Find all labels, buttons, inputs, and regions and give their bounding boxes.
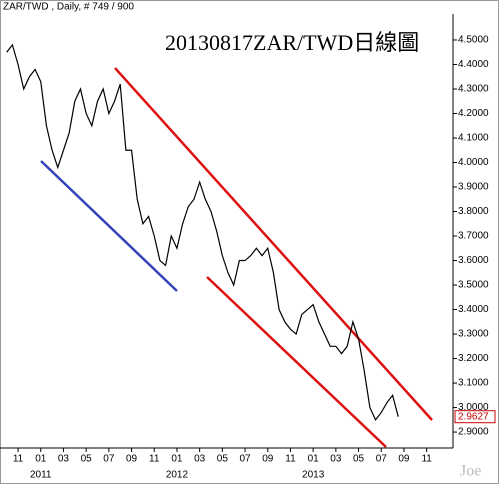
x-tick-label: 09 (126, 454, 138, 465)
x-tick-label: 11 (149, 454, 160, 465)
x-tick-label: 05 (217, 454, 229, 465)
y-tick-label: 3.9000 (458, 182, 489, 193)
y-tick-label: 3.4000 (458, 304, 489, 315)
y-tick-label: 3.0000 (458, 402, 489, 413)
y-tick-label: 3.5000 (458, 280, 489, 291)
x-tick-label: 05 (353, 454, 365, 465)
x-tick-label: 11 (285, 454, 296, 465)
year-label: 2013 (302, 470, 325, 481)
price-line (6, 43, 399, 421)
x-tick-label: 01 (308, 454, 320, 465)
x-tick-label: 09 (262, 454, 274, 465)
annotation: 20130817ZAR/TWD日線圖 (165, 30, 419, 55)
last-value-box (454, 410, 496, 424)
y-tick-label: 4.3000 (458, 84, 489, 95)
y-tick-label: 3.8000 (458, 206, 489, 217)
x-tick-label: 07 (376, 454, 388, 465)
y-tick-label: 3.1000 (458, 378, 489, 389)
trend-line-blue (40, 160, 178, 292)
y-tick-label: 4.1000 (458, 133, 489, 144)
x-tick-label: 07 (103, 454, 115, 465)
trend-line-lower (206, 276, 387, 448)
watermark: Joe (460, 463, 481, 480)
x-tick-label: 11 (421, 454, 432, 465)
year-label: 2012 (166, 470, 189, 481)
x-tick-label: 09 (398, 454, 410, 465)
trend-line-upper (114, 67, 433, 421)
x-tick-label: 07 (239, 454, 251, 465)
x-tick-label: 05 (81, 454, 93, 465)
year-label: 2011 (30, 470, 52, 481)
x-tick-label: 03 (330, 454, 342, 465)
y-tick-label: 3.2000 (458, 353, 489, 364)
chart-title: ZAR/TWD , Daily, # 749 / 900 (3, 2, 134, 13)
y-tick-label: 4.4000 (458, 59, 489, 70)
y-tick-label: 2.9000 (458, 427, 489, 438)
x-tick-label: 03 (194, 454, 206, 465)
y-tick-label: 4.2000 (458, 108, 489, 119)
y-tick-label: 4.0000 (458, 157, 489, 168)
last-value-label: 2.9627 (458, 411, 489, 422)
y-tick-label: 4.5000 (458, 35, 489, 46)
y-tick-label: 3.7000 (458, 231, 489, 242)
x-tick-label: 01 (35, 454, 47, 465)
y-tick-label: 3.3000 (458, 329, 489, 340)
x-tick-label: 03 (58, 454, 70, 465)
y-tick-label: 3.6000 (458, 255, 489, 266)
x-tick-label: 01 (171, 454, 183, 465)
x-tick-label: 11 (13, 454, 24, 465)
